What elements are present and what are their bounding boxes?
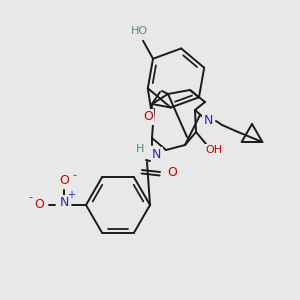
- Text: O: O: [59, 173, 69, 187]
- Text: HO: HO: [130, 26, 148, 36]
- Text: N: N: [59, 196, 69, 209]
- Text: H: H: [136, 144, 144, 154]
- Text: +: +: [67, 190, 75, 200]
- Text: -: -: [72, 170, 76, 180]
- Text: -: -: [28, 192, 32, 202]
- Text: OH: OH: [206, 145, 223, 155]
- Text: N: N: [203, 113, 213, 127]
- Text: O: O: [34, 199, 44, 212]
- Text: N: N: [152, 148, 161, 161]
- Text: O: O: [143, 110, 153, 124]
- Text: O: O: [167, 166, 177, 178]
